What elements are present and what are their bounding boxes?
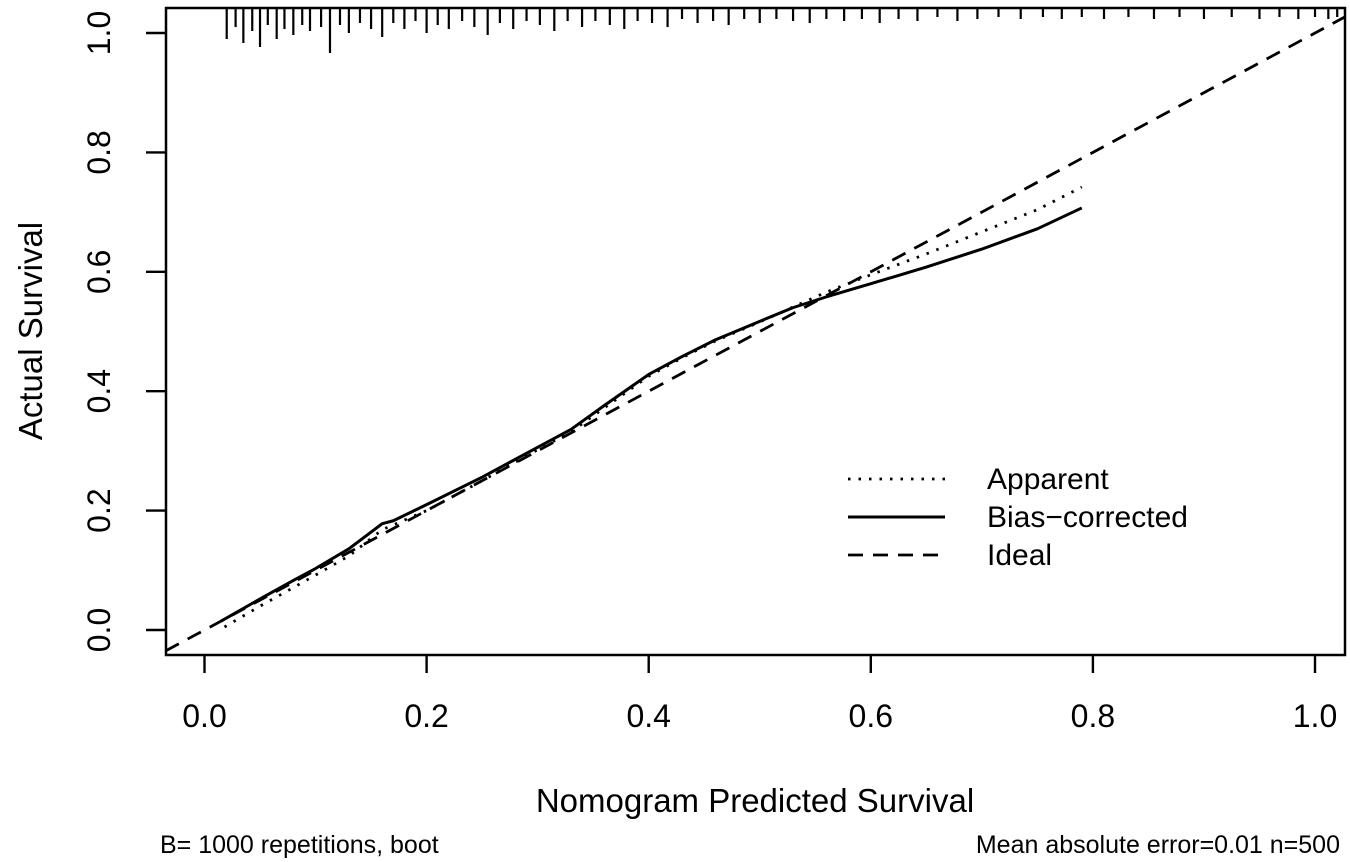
x-tick-label: 0.2 [404,698,448,734]
y-tick-label: 1.0 [81,11,117,55]
y-tick-label: 0.4 [81,369,117,413]
x-axis: 0.0 0.2 0.4 0.6 0.8 1.0 [182,655,1337,734]
x-tick-label: 0.8 [1071,698,1115,734]
y-tick-label: 0.0 [81,608,117,652]
legend: Apparent Bias−corrected Ideal [848,463,1188,572]
legend-label: Ideal [987,539,1052,572]
legend-row: Bias−corrected [848,501,1188,534]
plot-border [164,6,1347,657]
series-line-bias-corrected [220,206,1083,623]
y-tick-label: 0.8 [81,130,117,174]
series-line-ideal [164,15,1346,653]
footnote-right: Mean absolute error=0.01 n=500 [976,831,1340,859]
y-axis-title: Actual Survival [12,222,49,440]
footnote-left: B= 1000 repetitions, boot [160,831,439,859]
legend-label: Bias−corrected [987,501,1188,534]
x-tick-label: 0.4 [626,698,670,734]
y-tick-label: 0.6 [81,250,117,294]
y-tick-label: 0.2 [81,488,117,532]
rug-ticks [225,9,1339,53]
y-axis: 0.0 0.2 0.4 0.6 0.8 1.0 [81,11,166,652]
series-lines [164,15,1346,653]
x-axis-title: Nomogram Predicted Survival [536,782,974,819]
legend-row: Apparent [848,463,1109,496]
series-line-apparent [223,185,1083,629]
x-tick-label: 1.0 [1293,698,1337,734]
legend-row: Ideal [848,539,1052,572]
x-tick-label: 0.6 [849,698,893,734]
legend-label: Apparent [987,463,1109,496]
x-tick-label: 0.0 [182,698,226,734]
